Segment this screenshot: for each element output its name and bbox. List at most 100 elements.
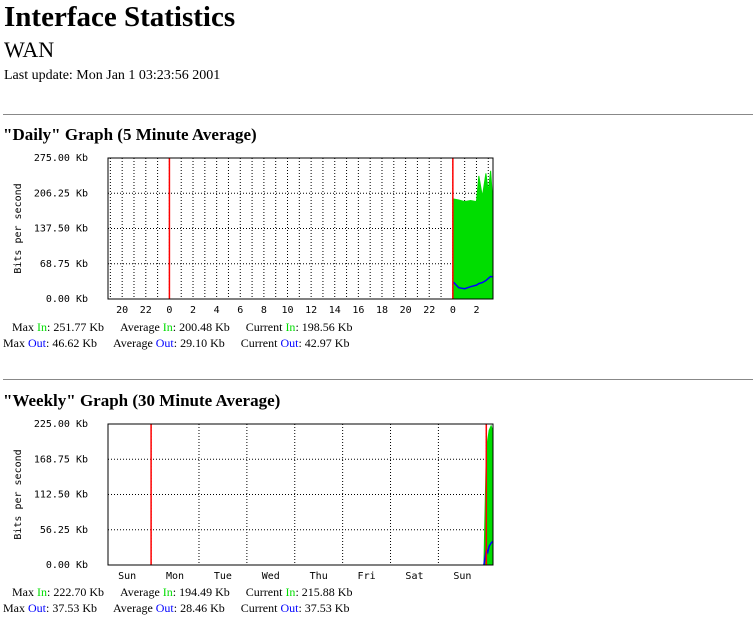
y-tick-label: 137.50 Kb xyxy=(34,224,88,235)
x-tick-label: Sun xyxy=(118,571,136,582)
y-tick-label: 206.25 Kb xyxy=(34,188,88,199)
x-tick-label: Sun xyxy=(453,571,471,582)
stat: Current In: 198.56 Kb xyxy=(246,320,353,334)
plot-frame xyxy=(107,157,494,300)
x-tick-label: 2 xyxy=(473,305,479,316)
graph: 0.00 Kb 56.25 Kb 112.50 Kb 168.75 Kb 225.00 … xyxy=(13,419,494,582)
stats-row: Max Out: 46.62 Kb Average Out: 29.10 Kb Cu… xyxy=(3,335,368,351)
out-line xyxy=(452,275,493,290)
stat-value: 29.10 Kb xyxy=(180,336,225,350)
x-tick-label: Sat xyxy=(405,571,423,582)
stat-label: Average xyxy=(120,585,160,599)
stats: Max In: 251.77 Kb Average In: 200.48 Kb Cu… xyxy=(3,319,368,351)
stats: Max In: 222.70 Kb Average In: 194.49 Kb Cu… xyxy=(3,584,368,616)
y-axis-label: Bits per second xyxy=(13,183,24,273)
x-tick-label: 20 xyxy=(400,305,412,316)
y-tick-label: 56.25 Kb xyxy=(40,525,88,536)
y-tick-label: 225.00 Kb xyxy=(34,419,88,430)
stat: Max In: 222.70 Kb xyxy=(12,585,104,599)
stat-label: Average xyxy=(113,601,153,615)
stat-direction: In xyxy=(162,585,173,599)
stat-direction: In xyxy=(285,585,296,599)
divider xyxy=(3,379,753,380)
y-tick-label: 0.00 Kb xyxy=(46,294,88,305)
stat-direction: Out xyxy=(155,336,174,350)
stat-label: Average xyxy=(113,336,153,350)
stat-separator: : xyxy=(46,601,50,615)
y-tick-label: 0.00 Kb xyxy=(46,560,88,571)
stat: Current Out: 37.53 Kb xyxy=(241,601,350,615)
stat: Average In: 194.49 Kb xyxy=(120,585,230,599)
x-tick-label: 10 xyxy=(281,305,293,316)
stat-separator: : xyxy=(295,585,299,599)
x-tick-label: 14 xyxy=(329,305,341,316)
stat-value: 200.48 Kb xyxy=(179,320,230,334)
stat-separator: : xyxy=(172,320,177,334)
in-area xyxy=(452,170,493,300)
stat-value: 222.70 Kb xyxy=(53,585,105,599)
stat-direction: In xyxy=(37,585,47,599)
stat-label: Max xyxy=(12,585,34,599)
stat-separator: : xyxy=(172,585,177,599)
stat-value: 46.62 Kb xyxy=(52,336,98,350)
stats-row: Max Out: 37.53 Kb Average Out: 28.46 Kb Cu… xyxy=(3,600,368,616)
stat-separator: : xyxy=(298,336,302,350)
stat-direction: In xyxy=(162,320,173,334)
stat: Average Out: 29.10 Kb xyxy=(113,336,225,350)
x-tick-label: 22 xyxy=(423,305,435,316)
stat-label: Current xyxy=(245,320,283,334)
stat-separator: : xyxy=(295,320,299,334)
stat-label: Max xyxy=(3,336,25,350)
x-tick-label: 4 xyxy=(214,305,220,316)
section-title: "Weekly" Graph (30 Minute Average) xyxy=(3,391,281,410)
y-tick-label: 275.00 Kb xyxy=(34,153,88,164)
stat-direction: Out xyxy=(155,601,174,615)
stat-label: Current xyxy=(240,601,278,615)
stat: Max Out: 46.62 Kb xyxy=(3,336,97,350)
last-update: Last update: Mon Jan 1 03:23:56 2001 xyxy=(4,68,221,83)
x-tick-label: 0 xyxy=(450,305,456,316)
x-tick-label: 18 xyxy=(376,305,388,316)
stat-direction: Out xyxy=(280,336,299,350)
stat-separator: : xyxy=(46,336,50,350)
stat-direction: In xyxy=(37,320,47,334)
x-tick-label: 12 xyxy=(305,305,317,316)
stat: Max In: 251.77 Kb xyxy=(12,320,104,334)
x-tick-label: 22 xyxy=(140,305,152,316)
x-tick-label: Fri xyxy=(358,571,376,582)
stat-separator: : xyxy=(47,585,51,599)
stat-value: 194.49 Kb xyxy=(179,585,230,599)
stat-label: Average xyxy=(120,320,160,334)
x-tick-label: 8 xyxy=(261,305,267,316)
stat-value: 37.53 Kb xyxy=(304,601,350,615)
stat-direction: Out xyxy=(28,336,46,350)
plot-frame xyxy=(107,423,494,566)
stat: Current In: 215.88 Kb xyxy=(246,585,353,599)
stat-separator: : xyxy=(47,320,51,334)
page-title: Interface Statistics xyxy=(4,1,236,33)
stat: Average In: 200.48 Kb xyxy=(120,320,230,334)
y-axis-label: Bits per second xyxy=(13,449,24,539)
x-tick-label: 0 xyxy=(166,305,172,316)
x-tick-label: Tue xyxy=(214,571,232,582)
stat-separator: : xyxy=(173,336,178,350)
x-tick-label: 2 xyxy=(190,305,196,316)
stat-separator: : xyxy=(173,601,178,615)
stat-label: Current xyxy=(245,585,283,599)
y-tick-label: 168.75 Kb xyxy=(34,454,88,465)
stat-label: Max xyxy=(3,601,25,615)
stats-row: Max In: 222.70 Kb Average In: 194.49 Kb Cu… xyxy=(3,584,368,600)
x-tick-label: 20 xyxy=(116,305,128,316)
stat-value: 42.97 Kb xyxy=(304,336,350,350)
x-tick-label: 6 xyxy=(237,305,243,316)
y-tick-label: 112.50 Kb xyxy=(34,490,88,501)
interface-name: WAN xyxy=(4,37,55,62)
stat-direction: Out xyxy=(28,601,46,615)
stat-separator: : xyxy=(298,601,302,615)
section-title: "Daily" Graph (5 Minute Average) xyxy=(3,125,257,144)
stat-direction: In xyxy=(285,320,296,334)
stat-value: 28.46 Kb xyxy=(180,601,225,615)
stat-value: 37.53 Kb xyxy=(52,601,98,615)
x-tick-label: 16 xyxy=(352,305,364,316)
